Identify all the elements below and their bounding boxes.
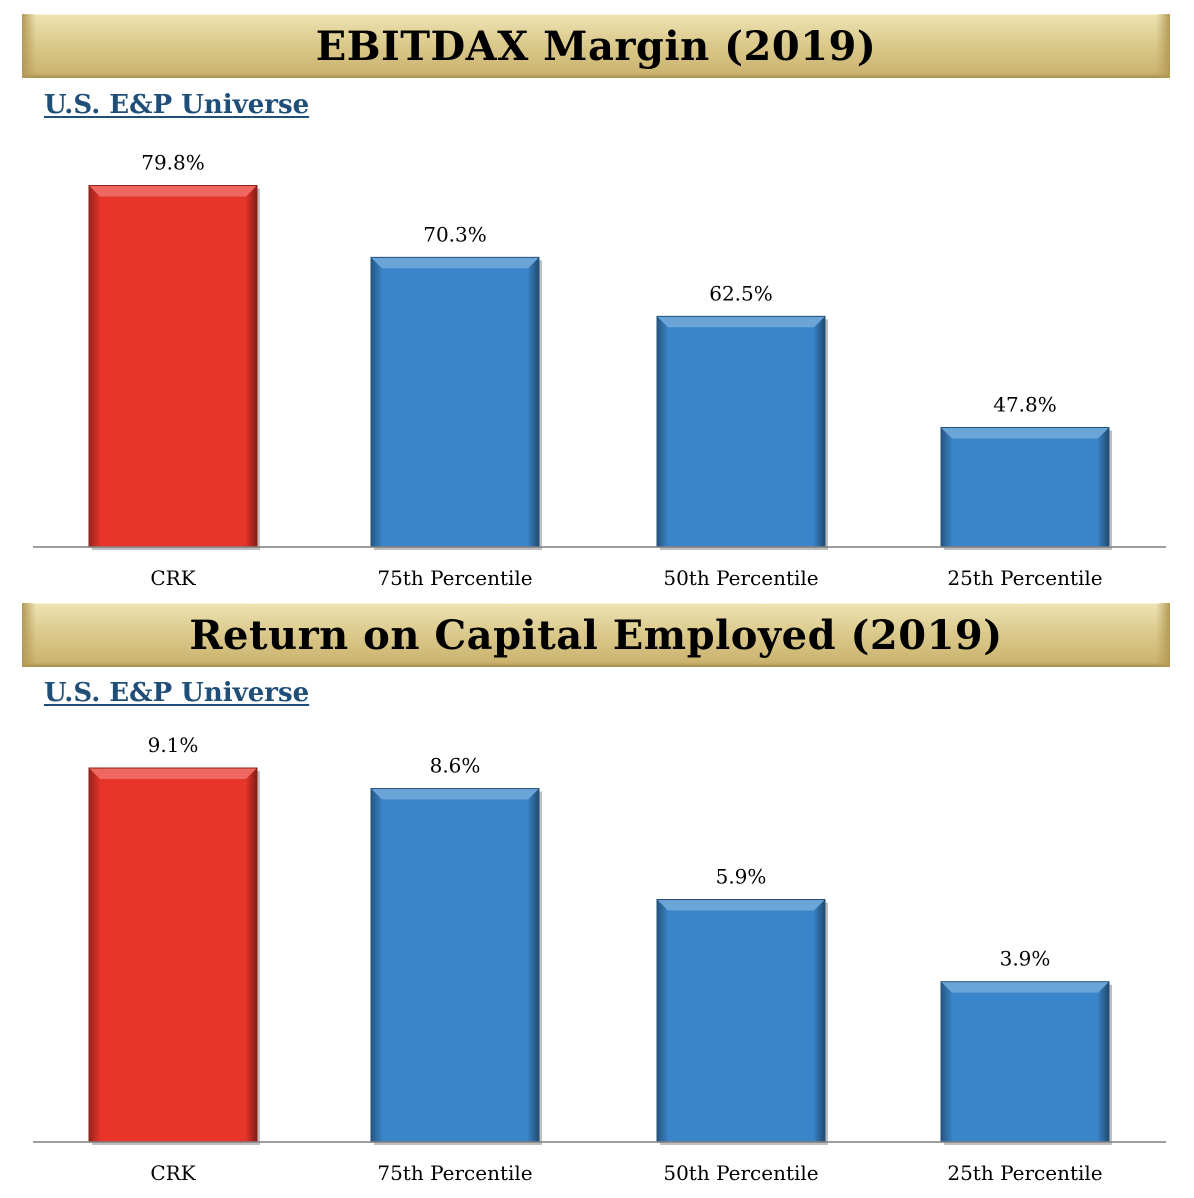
category-label-2: 75th Percentile <box>377 1161 532 1185</box>
bar-4 <box>941 428 1112 550</box>
value-label-1: 9.1% <box>148 733 199 757</box>
bar-2 <box>371 789 542 1145</box>
bar-4 <box>941 982 1112 1145</box>
value-label-4: 47.8% <box>993 393 1057 417</box>
chart2-title-banner: Return on Capital Employed (2019) <box>22 603 1170 667</box>
chart1-title-banner: EBITDAX Margin (2019) <box>22 14 1170 78</box>
value-label-1: 79.8% <box>141 151 205 175</box>
category-label-1: CRK <box>150 1161 196 1185</box>
value-label-2: 70.3% <box>423 222 487 246</box>
bar-3 <box>657 316 828 550</box>
bar-2 <box>371 257 542 550</box>
bar-1 <box>89 186 260 550</box>
value-label-4: 3.9% <box>1000 947 1051 971</box>
value-label-3: 62.5% <box>709 281 773 305</box>
chart1-bar-chart: 79.8% CRK 70.3% 75th Percentile 62.5% 50th Pe… <box>0 140 1194 595</box>
category-label-2: 75th Percentile <box>377 566 532 590</box>
chart2-bar-chart: 9.1% CRK 8.6% 75th Percentile 5.9% 50th Perce… <box>0 725 1194 1195</box>
chart1-subtitle: U.S. E&P Universe <box>44 90 309 120</box>
chart2-title: Return on Capital Employed (2019) <box>189 612 1002 659</box>
bar-1 <box>89 768 260 1145</box>
value-label-3: 5.9% <box>716 865 767 889</box>
chart2-subtitle: U.S. E&P Universe <box>44 678 309 708</box>
chart1-title: EBITDAX Margin (2019) <box>316 23 877 70</box>
bar-3 <box>657 900 828 1145</box>
category-label-4: 25th Percentile <box>947 566 1102 590</box>
category-label-1: CRK <box>150 566 196 590</box>
value-label-2: 8.6% <box>430 754 481 778</box>
category-label-3: 50th Percentile <box>663 566 818 590</box>
category-label-4: 25th Percentile <box>947 1161 1102 1185</box>
category-label-3: 50th Percentile <box>663 1161 818 1185</box>
